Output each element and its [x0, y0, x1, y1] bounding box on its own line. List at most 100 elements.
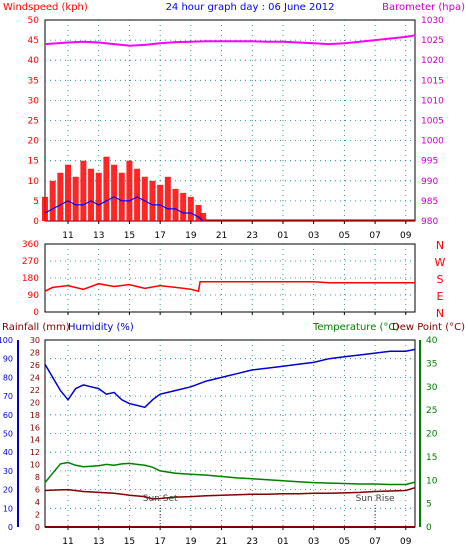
windspeed-tick-label: 45	[28, 36, 39, 46]
gust-bar	[180, 192, 187, 221]
humidity-line	[44, 348, 416, 409]
direction-tick-label: 90	[28, 291, 40, 301]
rain-tick-label: 10	[30, 461, 40, 470]
temperature-tick-label: 40	[426, 336, 438, 346]
temperature-tick-label: 15	[426, 453, 437, 463]
gust-bar	[134, 168, 141, 221]
x-tick-label: 15	[124, 231, 135, 241]
rain-tick-label: 18	[30, 411, 40, 420]
rain-tick-label: 20	[30, 398, 40, 407]
gust-bar	[80, 160, 87, 221]
x-tick-label: 21	[216, 231, 227, 241]
windspeed-axis-label: Windspeed (kph)	[3, 2, 88, 13]
rain-tick-label: 16	[30, 423, 40, 432]
humidity-tick-label: 10	[3, 504, 13, 513]
temperature-tick-label: 25	[426, 406, 437, 416]
rain-tick-label: 28	[30, 348, 40, 357]
rain-tick-label: 26	[30, 361, 40, 370]
compass-label: W	[435, 256, 446, 269]
humidity-tick-label: 0	[8, 523, 13, 532]
barometer-tick-label: 1005	[421, 117, 444, 127]
x-tick-label: 09	[400, 537, 412, 547]
barometer-tick-label: 1010	[421, 96, 444, 106]
barometer-tick-label: 1015	[421, 76, 444, 86]
windspeed-tick-label: 35	[28, 76, 39, 86]
gust-bar	[49, 180, 56, 221]
compass-label: N	[436, 239, 444, 252]
x-tick-label: 07	[369, 537, 380, 547]
rain-tick-label: 6	[35, 486, 40, 495]
x-tick-label: 11	[62, 537, 73, 547]
dewpoint-axis-label: Dew Point (°C)	[392, 322, 465, 333]
chart-title: 24 hour graph day : 06 June 2012	[166, 2, 335, 13]
x-tick-label: 03	[308, 231, 319, 241]
humidity-tick-label: 60	[3, 411, 13, 420]
dewpoint-line	[44, 486, 416, 500]
gust-bar	[118, 172, 125, 221]
chart-panels: 11 13 15 17 19 21 23 01 03 05 07 090510152025303540…	[0, 16, 446, 547]
x-tick-label: 01	[277, 537, 288, 547]
x-tick-label: 15	[124, 537, 135, 547]
wind-direction-line	[44, 281, 415, 293]
direction-tick-label: 0	[33, 308, 39, 318]
barometer-tick-label: 985	[421, 197, 438, 207]
gust-bar	[111, 164, 118, 221]
x-tick-label: 23	[247, 537, 258, 547]
barometer-tick-label: 1030	[421, 16, 444, 26]
x-tick-label: 05	[339, 537, 350, 547]
gust-bar	[126, 160, 133, 221]
windspeed-tick-label: 10	[28, 177, 40, 187]
sun-annotation: Sun Rise	[356, 494, 395, 504]
barometer-tick-label: 1000	[421, 137, 444, 147]
barometer-axis-label: Barometer (hpa)	[382, 2, 465, 13]
gust-bar	[65, 164, 72, 221]
humidity-tick-label: 30	[3, 467, 13, 476]
gust-bar	[172, 188, 179, 221]
temperature-axis-label: Temperature (°C)	[312, 322, 399, 333]
x-tick-label: 13	[93, 537, 104, 547]
gust-bar	[88, 168, 95, 221]
windspeed-tick-label: 15	[28, 157, 39, 167]
gust-bar	[95, 172, 102, 221]
x-tick-label: 19	[185, 231, 197, 241]
rain-tick-label: 24	[30, 373, 40, 382]
rain-tick-label: 8	[35, 473, 40, 482]
compass-label: N	[436, 307, 444, 320]
temperature-tick-label: 5	[426, 500, 432, 510]
temperature-tick-label: 30	[426, 383, 438, 393]
windspeed-tick-label: 5	[33, 197, 39, 207]
gust-bar	[57, 172, 64, 221]
temperature-tick-label: 35	[426, 359, 437, 369]
humidity-tick-label: 20	[3, 486, 13, 495]
gust-bar	[164, 176, 171, 221]
temperature-tick-label: 0	[426, 523, 432, 533]
windspeed-tick-label: 50	[28, 16, 40, 26]
compass-label: S	[437, 273, 444, 286]
humidity-tick-label: 40	[3, 448, 13, 457]
temperature-line	[44, 461, 416, 486]
x-tick-label: 03	[308, 537, 319, 547]
barometer-tick-label: 995	[421, 157, 438, 167]
gust-bar	[195, 204, 202, 221]
sun-annotation: Sun Set	[143, 494, 178, 504]
humidity-axis-label: Humidity (%)	[68, 322, 134, 333]
rain-tick-label: 4	[35, 498, 40, 507]
direction-tick-label: 360	[22, 240, 39, 250]
compass-label: E	[437, 290, 444, 303]
barometer-tick-label: 990	[421, 177, 438, 187]
x-tick-label: 05	[339, 231, 350, 241]
gust-bar	[42, 196, 48, 221]
x-tick-label: 19	[185, 537, 197, 547]
gust-bar	[149, 180, 156, 221]
gust-bar	[103, 156, 110, 221]
rain-tick-label: 30	[30, 336, 40, 345]
humidity-tick-label: 50	[3, 430, 13, 439]
x-tick-label: 17	[154, 231, 165, 241]
windspeed-tick-label: 0	[33, 217, 39, 227]
rain-tick-label: 14	[30, 436, 40, 445]
rain-tick-label: 22	[30, 386, 40, 395]
average-wind-line	[44, 196, 204, 222]
x-tick-label: 09	[400, 231, 412, 241]
gust-bar	[187, 196, 194, 221]
